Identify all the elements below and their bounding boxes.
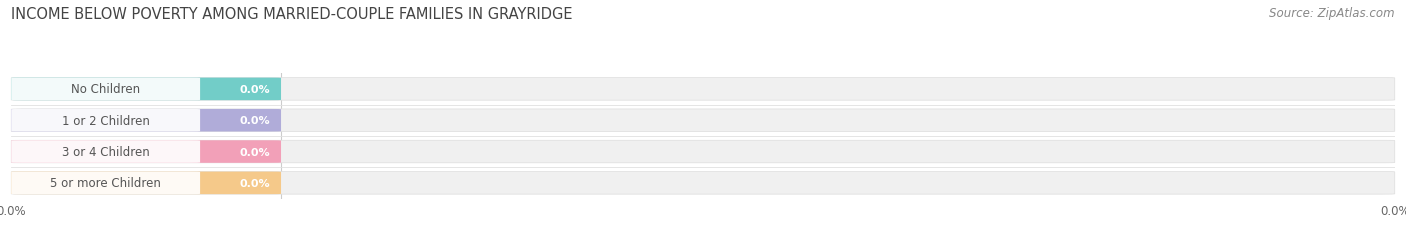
FancyBboxPatch shape	[11, 78, 281, 101]
FancyBboxPatch shape	[11, 172, 281, 194]
Text: Source: ZipAtlas.com: Source: ZipAtlas.com	[1270, 7, 1395, 20]
FancyBboxPatch shape	[11, 109, 1395, 132]
FancyBboxPatch shape	[11, 141, 1395, 163]
Text: 0.0%: 0.0%	[239, 116, 270, 126]
Text: No Children: No Children	[72, 83, 141, 96]
Text: INCOME BELOW POVERTY AMONG MARRIED-COUPLE FAMILIES IN GRAYRIDGE: INCOME BELOW POVERTY AMONG MARRIED-COUPL…	[11, 7, 572, 22]
FancyBboxPatch shape	[11, 172, 200, 194]
FancyBboxPatch shape	[11, 78, 200, 101]
FancyBboxPatch shape	[11, 141, 200, 163]
FancyBboxPatch shape	[11, 109, 200, 132]
FancyBboxPatch shape	[11, 141, 281, 163]
FancyBboxPatch shape	[11, 109, 281, 132]
Text: 0.0%: 0.0%	[239, 85, 270, 94]
Text: 3 or 4 Children: 3 or 4 Children	[62, 145, 149, 158]
FancyBboxPatch shape	[11, 172, 1395, 194]
Text: 1 or 2 Children: 1 or 2 Children	[62, 114, 149, 127]
Text: 5 or more Children: 5 or more Children	[51, 176, 162, 190]
Text: 0.0%: 0.0%	[239, 147, 270, 157]
FancyBboxPatch shape	[11, 78, 1395, 101]
Text: 0.0%: 0.0%	[239, 178, 270, 188]
